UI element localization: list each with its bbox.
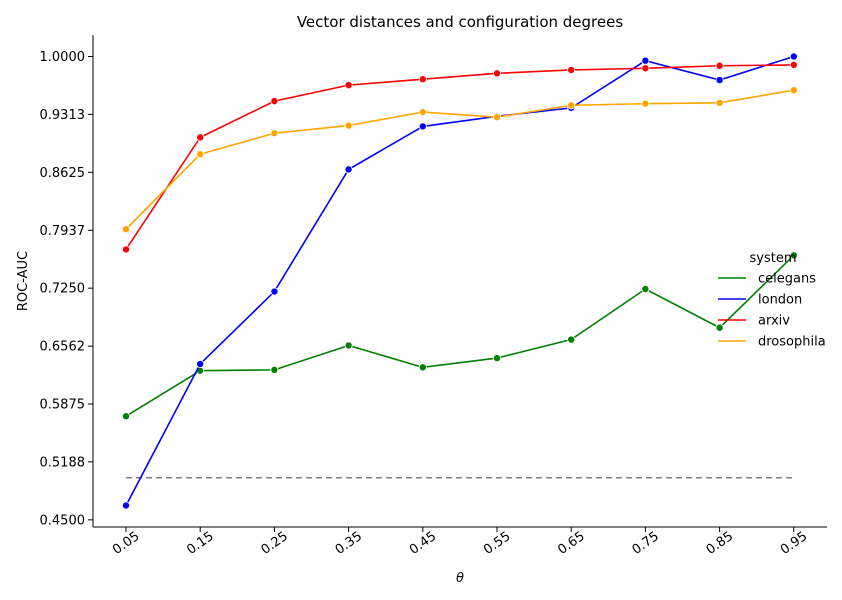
legend: system celegans london arxiv drosophila bbox=[718, 251, 826, 350]
plot-area bbox=[122, 52, 798, 510]
y-tick-label: 0.7937 bbox=[40, 224, 86, 239]
data-point-drosophila bbox=[492, 113, 501, 122]
data-point-london bbox=[196, 359, 205, 368]
data-point-celegans bbox=[641, 285, 650, 294]
data-point-celegans bbox=[567, 335, 576, 344]
x-tick-label: 0.25 bbox=[259, 529, 291, 558]
x-tick-label: 0.55 bbox=[481, 529, 513, 558]
data-point-arxiv bbox=[196, 133, 205, 142]
data-point-celegans bbox=[122, 412, 131, 421]
legend-label-celegans: celegans bbox=[758, 272, 816, 287]
data-point-celegans bbox=[789, 251, 798, 260]
x-tick-label: 0.15 bbox=[184, 529, 216, 558]
data-point-arxiv bbox=[641, 64, 650, 73]
x-tick-label: 0.95 bbox=[778, 529, 810, 558]
data-point-arxiv bbox=[122, 245, 131, 254]
data-point-drosophila bbox=[270, 129, 279, 138]
y-tick-label: 0.6562 bbox=[40, 340, 86, 355]
legend-title: system bbox=[750, 251, 797, 266]
data-point-london bbox=[270, 287, 279, 296]
series-line-drosophila bbox=[125, 89, 794, 230]
data-point-arxiv bbox=[715, 61, 724, 70]
data-point-celegans bbox=[715, 323, 724, 332]
data-point-drosophila bbox=[789, 86, 798, 95]
y-axis-ticks: 0.4500 0.5188 0.5875 0.6562 0.7250 0.7937 0.86… bbox=[40, 50, 93, 528]
x-tick-label: 0.75 bbox=[630, 529, 662, 558]
data-point-london bbox=[789, 52, 798, 61]
data-point-celegans bbox=[492, 354, 501, 363]
y-tick-label: 0.5875 bbox=[40, 398, 86, 413]
data-point-arxiv bbox=[270, 97, 279, 106]
data-point-celegans bbox=[344, 341, 353, 350]
legend-label-drosophila: drosophila bbox=[758, 335, 826, 350]
data-point-drosophila bbox=[715, 98, 724, 107]
data-point-london bbox=[715, 76, 724, 85]
y-tick-label: 0.4500 bbox=[40, 513, 86, 528]
data-point-drosophila bbox=[122, 225, 131, 234]
data-point-arxiv bbox=[418, 75, 427, 84]
data-point-drosophila bbox=[196, 150, 205, 159]
x-axis-title: θ bbox=[456, 571, 464, 586]
x-tick-label: 0.35 bbox=[333, 529, 365, 558]
data-point-drosophila bbox=[344, 121, 353, 130]
legend-label-london: london bbox=[758, 293, 802, 308]
chart-title: Vector distances and configuration degre… bbox=[297, 13, 624, 31]
data-point-london bbox=[641, 56, 650, 65]
y-tick-label: 0.8625 bbox=[40, 166, 86, 181]
data-point-london bbox=[122, 501, 131, 510]
data-point-drosophila bbox=[641, 99, 650, 108]
data-point-london bbox=[418, 122, 427, 131]
x-tick-label: 0.05 bbox=[110, 529, 142, 558]
data-point-arxiv bbox=[492, 69, 501, 78]
y-tick-label: 1.0000 bbox=[40, 50, 86, 65]
x-tick-label: 0.85 bbox=[704, 529, 736, 558]
y-tick-label: 0.5188 bbox=[40, 455, 86, 470]
data-point-drosophila bbox=[567, 101, 576, 110]
data-point-drosophila bbox=[418, 108, 427, 117]
y-axis-title: ROC-AUC bbox=[16, 251, 31, 311]
data-point-celegans bbox=[270, 365, 279, 374]
series-line-arxiv bbox=[125, 64, 794, 250]
x-tick-label: 0.45 bbox=[407, 529, 439, 558]
data-point-arxiv bbox=[344, 81, 353, 90]
data-point-london bbox=[344, 165, 353, 174]
x-tick-label: 0.65 bbox=[555, 529, 587, 558]
data-point-arxiv bbox=[567, 65, 576, 74]
legend-label-arxiv: arxiv bbox=[758, 314, 790, 329]
series-line-london bbox=[125, 55, 795, 506]
x-axis-ticks: 0.05 0.15 0.25 0.35 0.45 0.55 0.65 0.75 0.85 0.95 bbox=[110, 527, 810, 558]
series-line-celegans bbox=[125, 254, 795, 417]
data-point-arxiv bbox=[789, 60, 798, 69]
data-point-celegans bbox=[418, 363, 427, 372]
y-tick-label: 0.7250 bbox=[40, 282, 86, 297]
y-tick-label: 0.9313 bbox=[40, 108, 86, 123]
